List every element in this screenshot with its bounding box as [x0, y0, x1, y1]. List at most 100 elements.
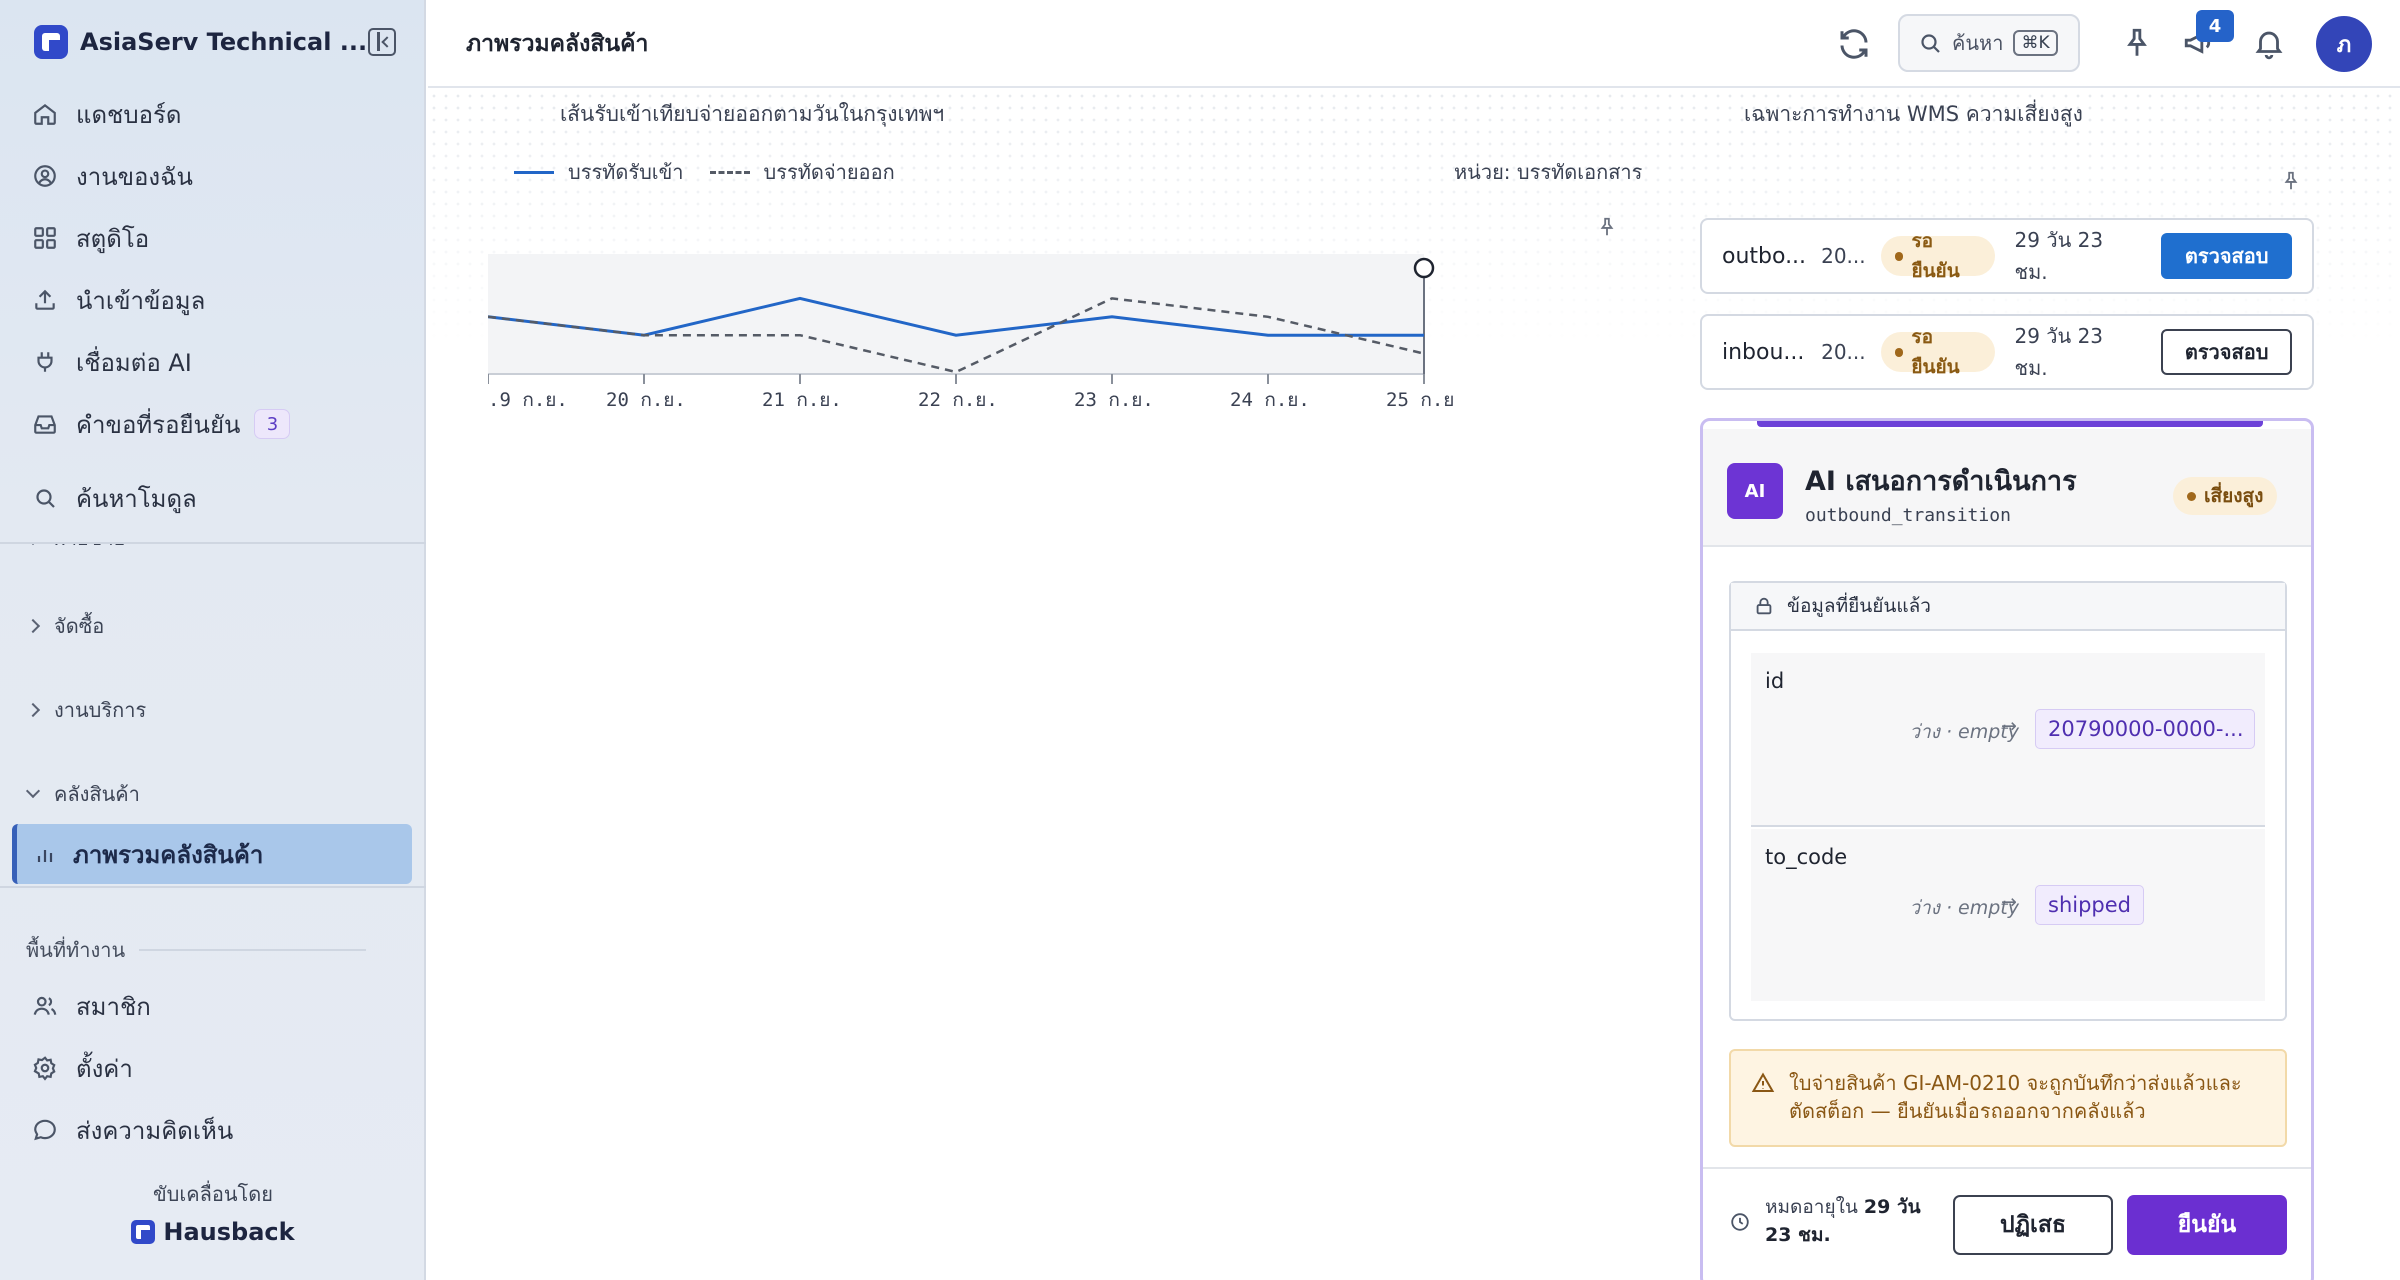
sidebar-item-connect-ai[interactable]: เชื่อมต่อ AI	[14, 336, 412, 388]
status-badge: รอยืนยัน	[1880, 230, 1995, 282]
legend-label-inbound: บรรทัดรับเข้า	[568, 160, 684, 184]
sidebar-item-dashboard[interactable]: แดชบอร์ด	[14, 88, 412, 140]
sidebar-item-studio[interactable]: สตูดิโอ	[14, 212, 412, 264]
sidebar-group-service[interactable]: งานบริการ	[25, 690, 147, 730]
x-tick-label: 23 ก.ย.	[1074, 389, 1154, 411]
arrow-right-icon: →	[2001, 715, 2017, 737]
task-date: 20...	[1821, 340, 1866, 364]
sidebar-item-label: ภาพรวมคลังสินค้า	[73, 840, 264, 869]
chat-icon	[30, 1115, 60, 1145]
task-card[interactable]: inbou... 20... รอยืนยัน 29 วัน 23 ชม. ตร…	[1700, 314, 2314, 390]
sidebar-item-my-tasks[interactable]: งานของฉัน	[14, 150, 412, 202]
collapse-sidebar-icon[interactable]	[368, 28, 396, 56]
sidebar-item-import[interactable]: นำเข้าข้อมูล	[14, 274, 412, 326]
bell-icon[interactable]	[2252, 26, 2288, 62]
pin-icon[interactable]	[2120, 26, 2156, 62]
brand[interactable]: AsiaServ Technical ...	[34, 22, 404, 62]
workspace-label-text: พื้นที่ทำงาน	[26, 938, 126, 962]
x-tick-label: 20 ก.ย.	[606, 389, 686, 411]
ai-card-title: AI เสนอการดำเนินการ	[1805, 466, 2077, 497]
field-old-value: ว่าง · empty	[1909, 897, 2019, 919]
sidebar-item-pending-requests[interactable]: คำขอที่รอยืนยัน 3	[14, 398, 412, 450]
user-circle-icon	[30, 161, 60, 191]
task-name: outbo...	[1722, 243, 1807, 269]
clock-icon	[1729, 1211, 1751, 1241]
field-name: to_code	[1765, 845, 1848, 869]
task-date: 20...	[1821, 244, 1866, 268]
sidebar-group-label: คลังสินค้า	[54, 782, 140, 806]
x-tick-label: 21 ก.ย.	[762, 389, 842, 411]
field-row: to_code ว่าง · empty → shipped	[1751, 829, 2265, 1001]
task-time-left: 29 วัน 23 ชม.	[2014, 228, 2104, 284]
inspect-button[interactable]: ตรวจสอบ	[2161, 233, 2293, 279]
sidebar-item-members[interactable]: สมาชิก	[14, 980, 412, 1032]
sidebar-item-warehouse-overview[interactable]: ภาพรวมคลังสินค้า	[12, 824, 412, 884]
global-search-button[interactable]: ค้นหา ⌘K	[1898, 14, 2080, 72]
avatar[interactable]: ภ	[2316, 16, 2372, 72]
ai-card-header: AI AI เสนอการดำเนินการ outbound_transiti…	[1703, 429, 2311, 547]
sidebar-group-warehouse[interactable]: คลังสินค้า	[25, 774, 140, 814]
refresh-icon[interactable]	[1836, 26, 1872, 62]
expiry-value: 29 วัน 23 ชม.	[1765, 1196, 1921, 1246]
reject-button[interactable]: ปฏิเสธ	[1953, 1195, 2113, 1255]
brand-name: AsiaServ Technical ...	[80, 28, 368, 56]
field-row: id ว่าง · empty → 20790000-0000-...	[1751, 653, 2265, 827]
sidebar-item-label: คำขอที่รอยืนยัน	[76, 410, 241, 439]
expiry-prefix: หมดอายุใน	[1765, 1196, 1858, 1218]
search-modules-button[interactable]: ค้นหาโมดูล	[14, 472, 412, 524]
pending-count-badge: 3	[254, 409, 291, 439]
sidebar-item-label: แดชบอร์ด	[76, 100, 182, 129]
legend-swatch-inbound	[514, 170, 554, 174]
field-new-value: shipped	[2035, 885, 2144, 925]
sidebar-group-sales[interactable]: ฝ่ายขาย	[25, 544, 125, 558]
search-icon	[1918, 31, 1942, 55]
chevron-right-icon	[25, 702, 41, 718]
risk-panel-subtitle: เฉพาะการทำงาน WMS ความเสี่ยงสูง	[1744, 102, 2083, 126]
status-badge: รอยืนยัน	[1880, 326, 1995, 378]
hover-cursor-marker	[1413, 257, 1435, 279]
workspace-section-label: พื้นที่ทำงาน	[26, 934, 366, 966]
warning-box: ใบจ่ายสินค้า GI-AM-0210 จะถูกบันทึกว่าส่…	[1729, 1049, 2287, 1147]
sidebar-item-settings[interactable]: ตั้งค่า	[14, 1042, 412, 1094]
x-tick-label: 22 ก.ย.	[918, 389, 998, 411]
sidebar-group-purchasing[interactable]: จัดซื้อ	[25, 606, 105, 646]
page-title: ภาพรวมคลังสินค้า	[466, 31, 649, 57]
sidebar-group-label: จัดซื้อ	[54, 614, 105, 638]
pin-panel-icon[interactable]	[2280, 170, 2302, 196]
sidebar-item-label: นำเข้าข้อมูล	[76, 286, 206, 315]
powered-by-brand[interactable]: Hausback	[0, 1218, 426, 1246]
main-content: เส้นรับเข้าเทียบจ่ายออกตามวันในกรุงเทพฯ …	[428, 90, 2400, 1280]
confirm-button[interactable]: ยืนยัน	[2127, 1195, 2287, 1255]
task-card[interactable]: outbo... 20... รอยืนยัน 29 วัน 23 ชม. ตร…	[1700, 218, 2314, 294]
field-name: id	[1765, 669, 1785, 693]
sidebar-divider	[0, 886, 426, 888]
sidebar-item-label: ส่งความคิดเห็น	[76, 1116, 234, 1145]
sidebar-item-feedback[interactable]: ส่งความคิดเห็น	[14, 1104, 412, 1156]
users-icon	[30, 991, 60, 1021]
search-label: ค้นหา	[1952, 31, 2004, 55]
chart-unit-label: หน่วย: บรรทัดเอกสาร	[1454, 160, 1643, 184]
sidebar-group-label: งานบริการ	[54, 698, 147, 722]
chevron-down-icon	[25, 783, 41, 799]
line-chart[interactable]: .9 ก.ย. 20 ก.ย. 21 ก.ย. 22 ก.ย. 23 ก.ย. 24 ก.…	[488, 240, 1498, 530]
plug-icon	[30, 347, 60, 377]
gear-icon	[30, 1053, 60, 1083]
plot-background	[488, 254, 1424, 374]
sidebar-group-label: ฝ่ายขาย	[54, 544, 125, 554]
inspect-button[interactable]: ตรวจสอบ	[2161, 329, 2292, 375]
lock-icon	[1753, 595, 1775, 617]
grid-icon	[30, 223, 60, 253]
ai-card-accent	[1757, 421, 2263, 427]
pin-chart-icon[interactable]	[1596, 216, 1618, 242]
warning-triangle-icon	[1751, 1071, 1775, 1102]
legend-label-outbound: บรรทัดจ่ายออก	[763, 160, 895, 184]
sidebar-divider	[0, 542, 426, 544]
field-new-value: 20790000-0000-...	[2035, 709, 2255, 749]
sidebar: AsiaServ Technical ... แดชบอร์ด งานของฉั…	[0, 0, 426, 1280]
powered-brand-name: Hausback	[163, 1218, 295, 1246]
risk-badge: เสี่ยงสูง	[2173, 477, 2278, 515]
ai-action-code: outbound_transition	[1805, 505, 2011, 526]
sidebar-item-label: สตูดิโอ	[76, 224, 150, 253]
inbox-icon	[30, 409, 60, 439]
notification-count-badge: 4	[2196, 10, 2234, 42]
